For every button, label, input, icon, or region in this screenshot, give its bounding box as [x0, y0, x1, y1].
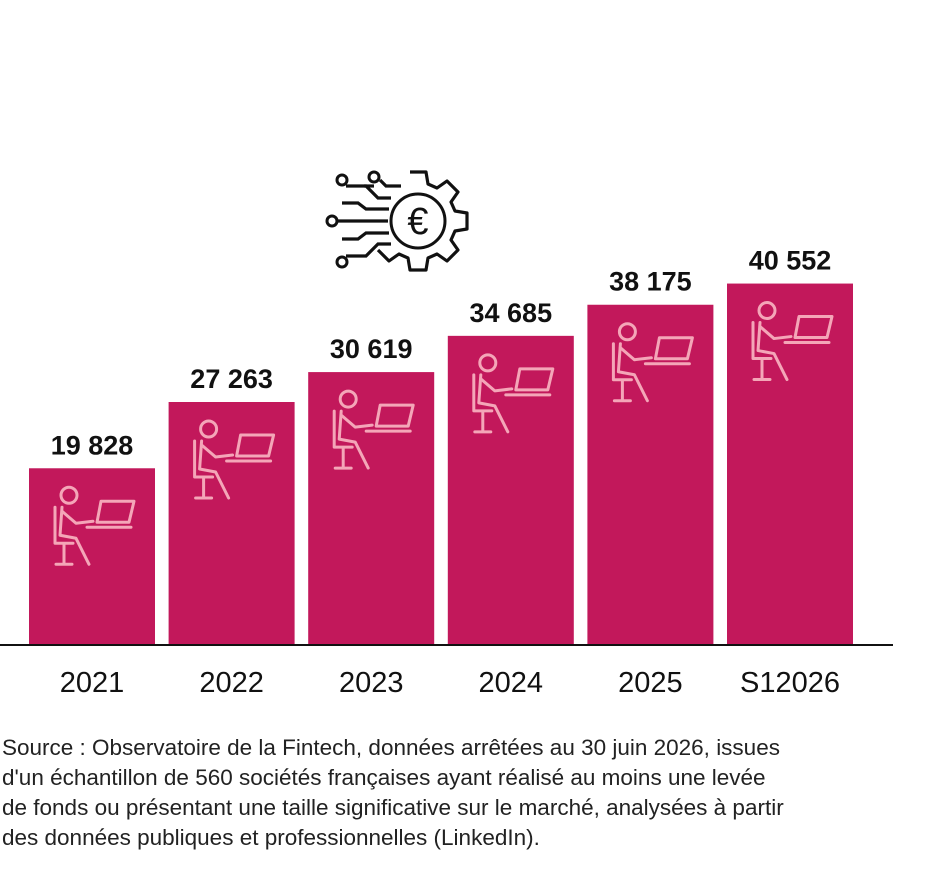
value-label-2024: 34 685	[470, 298, 553, 328]
person-at-laptop-icon	[193, 419, 276, 500]
x-tick-S12026: S12026	[740, 667, 840, 699]
value-label-2025: 38 175	[609, 267, 692, 297]
x-tick-2024: 2024	[479, 667, 544, 699]
bar-chart: 19 828 2021 27 263 2022 30 619 2023 34 685 2024…	[0, 170, 893, 699]
value-label-2022: 27 263	[190, 364, 273, 394]
bar-2025	[587, 304, 714, 645]
person-at-laptop-icon	[751, 301, 834, 382]
x-tick-2023: 2023	[339, 667, 404, 699]
x-tick-2021: 2021	[60, 667, 125, 699]
bar-2022	[168, 402, 295, 645]
euro-symbol: €	[407, 201, 428, 243]
person-at-laptop-icon	[472, 353, 555, 434]
bar-2024	[447, 335, 574, 645]
bar-2023	[308, 372, 435, 645]
x-tick-2025: 2025	[618, 667, 683, 699]
person-at-laptop-icon	[611, 322, 694, 403]
gear-euro-circuit-icon: €	[325, 170, 469, 272]
source-note: Source : Observatoire de la Fintech, don…	[2, 735, 784, 850]
value-label-2023: 30 619	[330, 334, 413, 364]
value-label-2021: 19 828	[51, 430, 134, 460]
value-label-S12026: 40 552	[749, 246, 832, 276]
bars-layer: 19 828 2021 27 263 2022 30 619 2023 34 685 2024…	[29, 246, 853, 699]
bar-2021	[29, 468, 155, 645]
x-tick-2022: 2022	[199, 667, 264, 699]
person-at-laptop-icon	[53, 485, 136, 566]
person-at-laptop-icon	[332, 389, 415, 470]
